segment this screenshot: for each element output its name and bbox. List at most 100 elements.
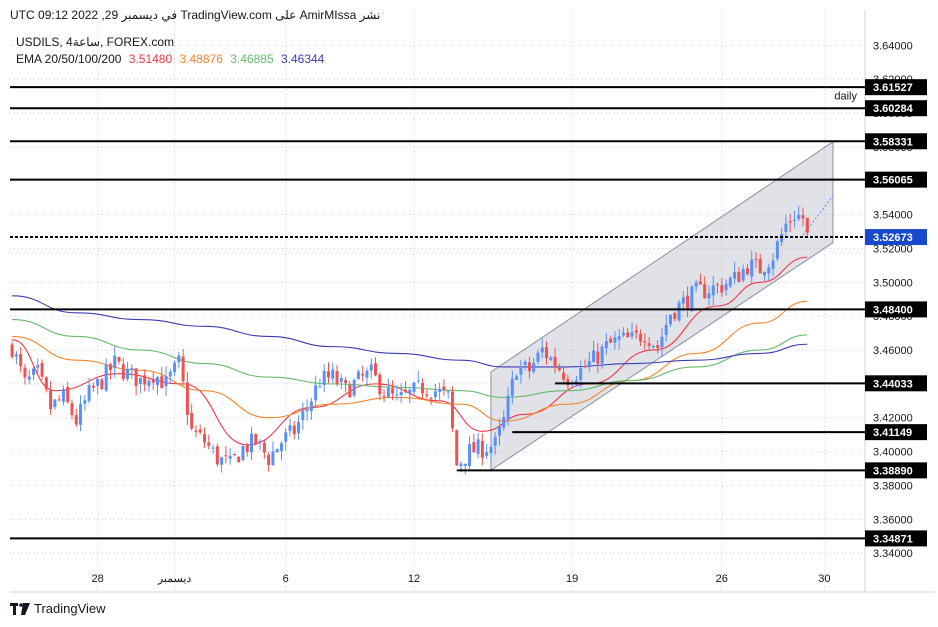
candle-body <box>587 361 591 366</box>
candle-body <box>74 414 78 425</box>
candle-body <box>728 277 732 287</box>
candle-body <box>459 463 463 467</box>
candle-body <box>545 347 549 359</box>
candle-body <box>160 376 164 388</box>
candle-body <box>480 440 484 458</box>
candle-body <box>66 386 70 402</box>
candle-body <box>211 447 215 449</box>
publish-header: نشر AmirMIssa على TradingView.com في ديس… <box>10 8 381 22</box>
candle-body <box>647 343 651 347</box>
candle-body <box>49 390 53 410</box>
candle-body <box>382 395 386 397</box>
ema-200-value: 3.46344 <box>280 52 325 66</box>
candle-body <box>318 386 322 388</box>
daily-annotation: daily <box>834 90 857 102</box>
candle-body <box>600 346 604 364</box>
candle-body <box>489 446 493 454</box>
candle-body <box>203 434 207 443</box>
candle-body <box>164 376 168 387</box>
candle-body <box>14 354 18 357</box>
candle-body <box>485 452 489 456</box>
candle-body <box>241 446 245 461</box>
candle-body <box>27 376 31 380</box>
candle-body <box>220 457 224 465</box>
level-tag-label: 3.61527 <box>873 82 913 94</box>
candle-body <box>245 445 249 452</box>
candle-body <box>322 370 326 385</box>
candle-body <box>228 455 232 459</box>
candle-body <box>429 397 433 399</box>
candle-body <box>801 215 805 219</box>
candle-body <box>553 356 557 367</box>
candle-body <box>138 377 142 384</box>
candle-body <box>279 443 283 451</box>
level-tag <box>865 530 927 547</box>
candle-body <box>348 384 352 398</box>
candle-body <box>301 410 305 421</box>
candle-body <box>472 442 476 453</box>
candle-body <box>754 258 758 260</box>
candle-body <box>399 391 403 395</box>
candle-body <box>690 286 694 312</box>
candle-body <box>284 432 288 442</box>
candle-body <box>173 362 177 373</box>
candle-body <box>519 366 523 375</box>
short-level-tag-label: 3.44033 <box>873 378 913 390</box>
x-tick-label: 12 <box>408 573 420 585</box>
candle-body <box>32 368 36 375</box>
candle-body <box>698 281 702 285</box>
candle-body <box>609 338 613 343</box>
candle-body <box>656 345 660 349</box>
candle-body <box>113 355 117 369</box>
candle-body <box>549 357 553 360</box>
y-tick-label: 3.40000 <box>873 447 913 459</box>
candle-body <box>190 412 194 429</box>
candle-body <box>792 219 796 221</box>
candle-body <box>356 371 360 379</box>
y-tick-label: 3.42000 <box>873 413 913 425</box>
ema-legend: EMA 20/50/100/200 3.51480 3.48876 3.4688… <box>16 52 328 66</box>
plot-area <box>10 10 865 577</box>
level-tag <box>865 301 927 318</box>
candle-body <box>250 433 254 453</box>
current-price-tag-label: 3.52673 <box>873 232 913 244</box>
candle-body <box>326 371 330 378</box>
candle-body <box>758 258 762 274</box>
candle-body <box>151 379 155 383</box>
candle-body <box>506 395 510 419</box>
x-tick-label: 28 <box>92 573 104 585</box>
tradingview-footer[interactable]: TradingView <box>10 601 106 616</box>
candle-body <box>207 442 211 446</box>
candle-body <box>651 345 655 348</box>
candle-body <box>275 448 279 453</box>
y-tick-label: 3.52000 <box>873 243 913 255</box>
candle-body <box>224 455 228 457</box>
candle-body <box>613 337 617 343</box>
candle-body <box>763 271 767 276</box>
candle-body <box>198 429 202 433</box>
candle-body <box>147 380 151 386</box>
candle-body <box>391 388 395 394</box>
candle-body <box>369 364 373 371</box>
candle-body <box>681 297 685 304</box>
candle-body <box>297 422 301 434</box>
level-tag <box>865 100 927 117</box>
y-tick-label: 3.36000 <box>873 514 913 526</box>
candle-body <box>562 372 566 380</box>
candle-body <box>592 350 596 363</box>
candle-body <box>463 463 467 466</box>
candle-body <box>643 341 647 343</box>
candle-body <box>639 333 643 342</box>
ema-20-value: 3.51480 <box>128 52 173 66</box>
candle-body <box>596 351 600 364</box>
x-tick-label: 30 <box>818 573 830 585</box>
candle-body <box>87 385 91 401</box>
candle-body <box>271 451 275 466</box>
ema-50-value: 3.48876 <box>179 52 223 66</box>
candle-body <box>737 272 741 282</box>
candle-body <box>108 364 112 371</box>
candle-body <box>694 282 698 287</box>
ema-100-value: 3.46885 <box>230 52 274 66</box>
symbol-info: USDILS, 4ساعة, FOREX.com <box>16 35 175 49</box>
